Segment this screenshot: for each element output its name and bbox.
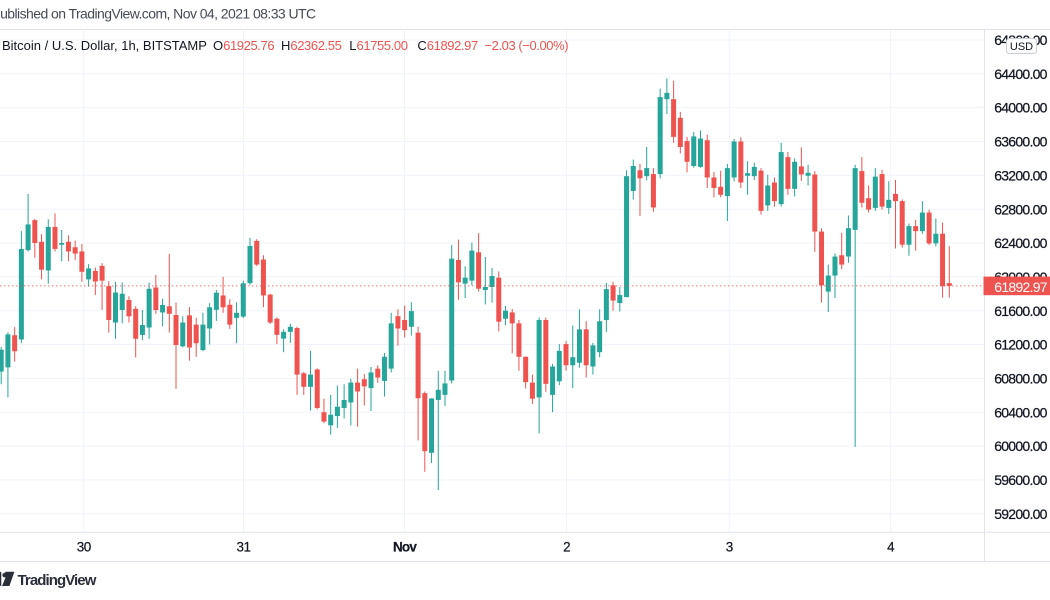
svg-text:62800.00: 62800.00	[994, 201, 1047, 217]
svg-text:60800.00: 60800.00	[994, 371, 1047, 387]
svg-text:31: 31	[236, 540, 250, 555]
svg-text:30: 30	[77, 540, 91, 555]
svg-text:61200.00: 61200.00	[994, 337, 1047, 353]
svg-text:61892.97: 61892.97	[994, 279, 1047, 295]
svg-text:59200.00: 59200.00	[994, 506, 1047, 522]
svg-text:63200.00: 63200.00	[994, 167, 1047, 183]
svg-text:Bitcoin / U.S. Dollar, 1h, BIT: Bitcoin / U.S. Dollar, 1h, BITSTAMP O6192…	[2, 38, 568, 53]
svg-text:60000.00: 60000.00	[994, 438, 1047, 454]
svg-text:USD: USD	[1010, 41, 1033, 53]
svg-text:63600.00: 63600.00	[994, 134, 1047, 150]
svg-text:Nov: Nov	[393, 540, 417, 555]
svg-text:62400.00: 62400.00	[994, 235, 1047, 251]
svg-text:64400.00: 64400.00	[994, 66, 1047, 82]
svg-text:4: 4	[887, 540, 895, 555]
svg-text:Published on TradingView.com,: Published on TradingView.com, Nov 04, 20…	[0, 6, 316, 22]
svg-text:60400.00: 60400.00	[994, 404, 1047, 420]
svg-text:64000.00: 64000.00	[994, 100, 1047, 116]
svg-text:2: 2	[563, 540, 570, 555]
svg-text:3: 3	[726, 540, 733, 555]
svg-text:59600.00: 59600.00	[994, 472, 1047, 488]
svg-text:TradingView: TradingView	[18, 572, 97, 589]
svg-text:61600.00: 61600.00	[994, 303, 1047, 319]
